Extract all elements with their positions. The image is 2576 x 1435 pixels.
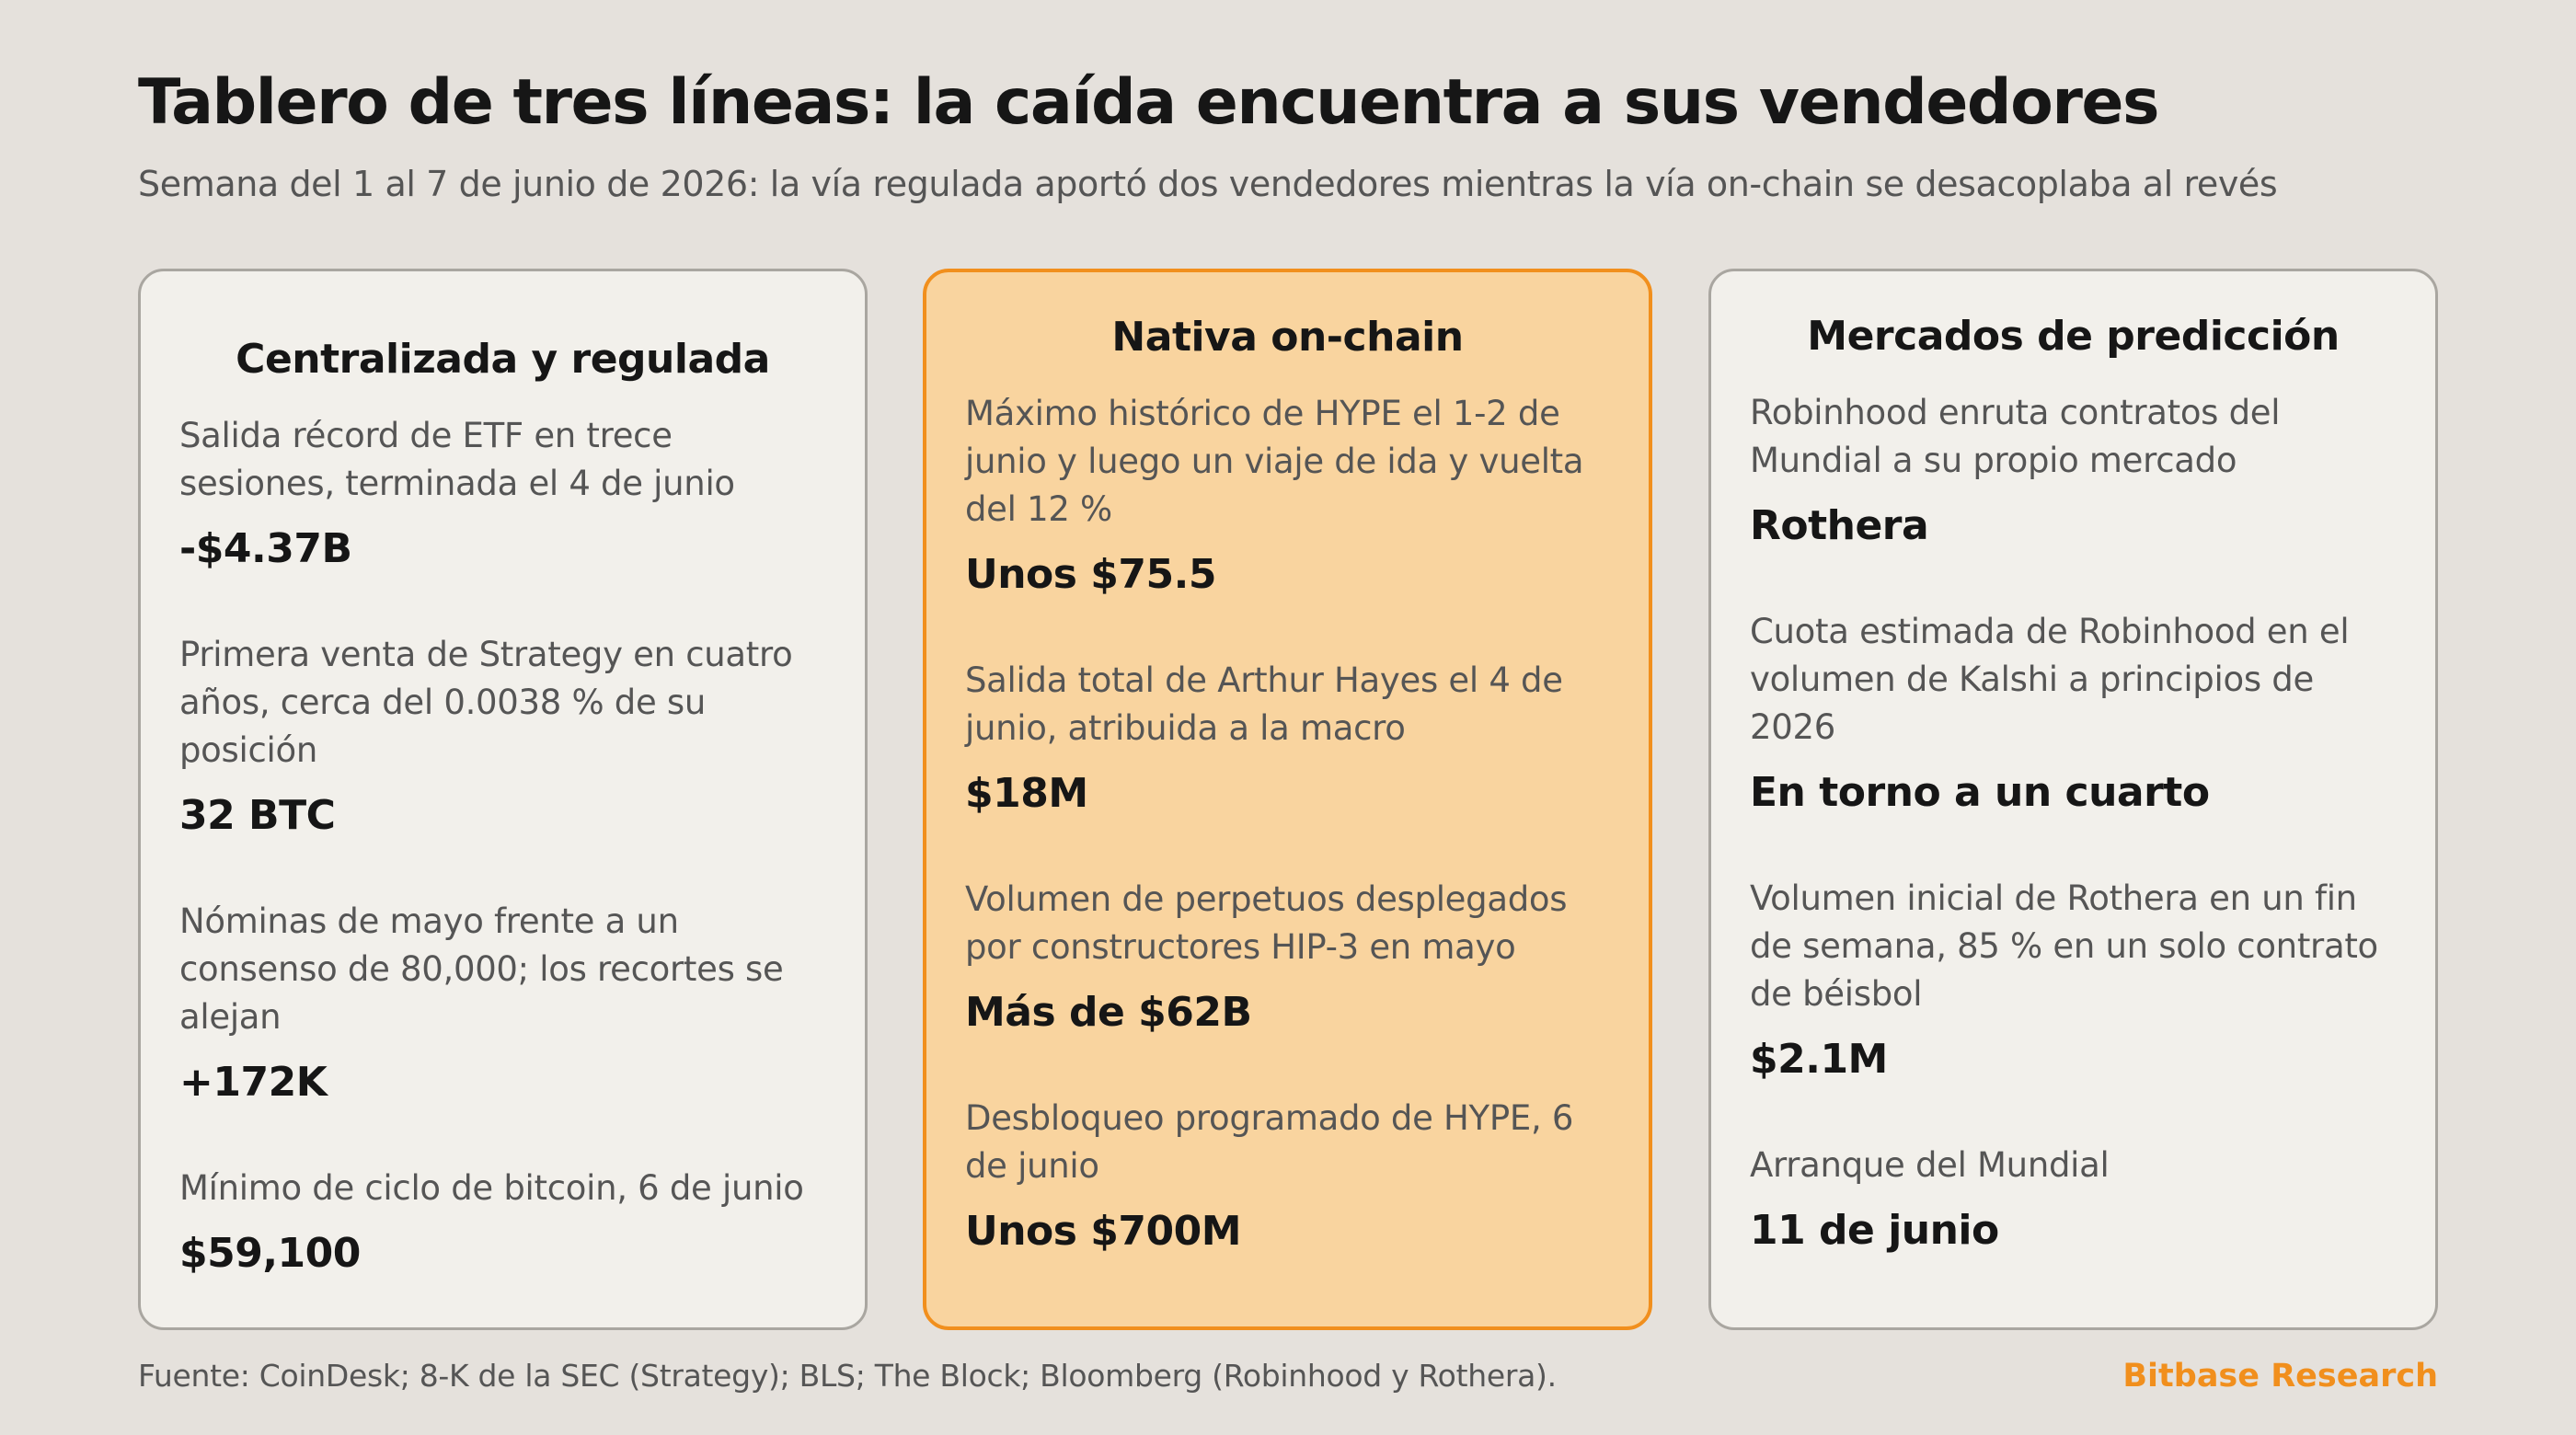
metric-description: Volumen inicial de Rothera en un fin de … (1750, 878, 2378, 1014)
metric-item: Nóminas de mayo frente a un consenso de … (179, 898, 826, 1108)
metric-value: -$4.37B (179, 525, 352, 572)
metric-description: Cuota estimada de Robinhood en el volume… (1750, 612, 2350, 747)
brand-label: Bitbase Research (2122, 1358, 2438, 1395)
metric-value: +172K (179, 1059, 328, 1106)
metric-description: Volumen de perpetuos desplegados por con… (965, 879, 1568, 967)
metric-description: Máximo histórico de HYPE el 1-2 de junio… (965, 394, 1584, 529)
metric-value: $18M (965, 770, 1088, 817)
card-title: Mercados de predicción (1807, 313, 2340, 360)
metric-item: Desbloqueo programado de HYPE, 6 de juni… (965, 1095, 1610, 1257)
metric-value: En torno a un cuarto (1750, 769, 2210, 816)
metric-value: Unos $75.5 (965, 551, 1216, 598)
card-prediction-markets: Mercados de predicción Robinhood enruta … (1708, 269, 2438, 1330)
metric-value: 11 de junio (1750, 1207, 1999, 1254)
metric-value: Más de $62B (965, 989, 1252, 1036)
metric-description: Nóminas de mayo frente a un consenso de … (179, 901, 784, 1037)
metric-item: Máximo histórico de HYPE el 1-2 de junio… (965, 390, 1610, 600)
metric-item: Salida récord de ETF en trece sesiones, … (179, 412, 826, 574)
metric-value: $59,100 (179, 1230, 361, 1277)
metric-item: Mínimo de ciclo de bitcoin, 6 de junio $… (179, 1165, 826, 1279)
card-onchain-highlighted: Nativa on-chain Máximo histórico de HYPE… (923, 269, 1652, 1330)
metric-description: Arranque del Mundial (1750, 1145, 2110, 1185)
metric-item: Robinhood enruta contratos del Mundial a… (1750, 389, 2397, 551)
metric-value: Unos $700M (965, 1208, 1242, 1255)
card-title: Centralizada y regulada (236, 336, 770, 383)
metric-item: Arranque del Mundial 11 de junio (1750, 1142, 2397, 1256)
metric-description: Primera venta de Strategy en cuatro años… (179, 635, 793, 770)
card-centralized: Centralizada y regulada Salida récord de… (138, 269, 868, 1330)
metric-value: Rothera (1750, 502, 1929, 549)
metric-item: Volumen inicial de Rothera en un fin de … (1750, 875, 2397, 1085)
metric-description: Robinhood enruta contratos del Mundial a… (1750, 393, 2281, 480)
page-title: Tablero de tres líneas: la caída encuent… (138, 66, 2159, 139)
metric-description: Salida récord de ETF en trece sesiones, … (179, 416, 735, 503)
metric-item: Volumen de perpetuos desplegados por con… (965, 876, 1610, 1038)
source-note: Fuente: CoinDesk; 8-K de la SEC (Strateg… (138, 1358, 1557, 1394)
metric-description: Mínimo de ciclo de bitcoin, 6 de junio (179, 1168, 804, 1208)
metric-item: Cuota estimada de Robinhood en el volume… (1750, 608, 2397, 818)
card-title: Nativa on-chain (1111, 314, 1464, 361)
metric-value: $2.1M (1750, 1036, 1888, 1083)
page-subtitle: Semana del 1 al 7 de junio de 2026: la v… (138, 164, 2278, 204)
metric-item: Primera venta de Strategy en cuatro años… (179, 631, 826, 841)
metric-value: 32 BTC (179, 792, 336, 839)
metric-item: Salida total de Arthur Hayes el 4 de jun… (965, 657, 1610, 819)
metric-description: Desbloqueo programado de HYPE, 6 de juni… (965, 1098, 1574, 1186)
metric-description: Salida total de Arthur Hayes el 4 de jun… (965, 660, 1563, 748)
cards-row: Centralizada y regulada Salida récord de… (138, 269, 2438, 1330)
